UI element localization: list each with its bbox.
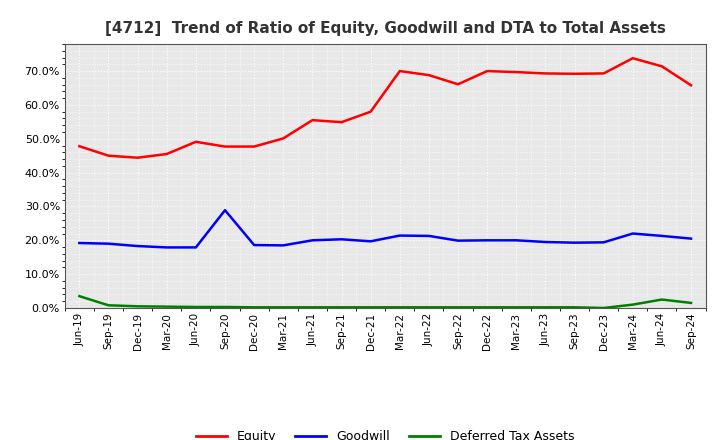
Goodwill <box>220 208 229 213</box>
Goodwill <box>250 242 258 248</box>
Goodwill <box>599 240 608 245</box>
Equity <box>133 155 142 160</box>
Deferred Tax Assets <box>104 303 113 308</box>
Equity <box>629 55 637 61</box>
Deferred Tax Assets <box>395 304 404 310</box>
Deferred Tax Assets <box>192 304 200 310</box>
Equity <box>541 71 550 76</box>
Equity <box>104 153 113 158</box>
Goodwill <box>104 241 113 246</box>
Deferred Tax Assets <box>425 304 433 310</box>
Goodwill <box>483 238 492 243</box>
Goodwill <box>337 237 346 242</box>
Equity <box>192 139 200 144</box>
Equity <box>483 69 492 74</box>
Deferred Tax Assets <box>337 304 346 310</box>
Deferred Tax Assets <box>366 304 375 310</box>
Deferred Tax Assets <box>75 293 84 299</box>
Equity <box>599 71 608 76</box>
Deferred Tax Assets <box>308 304 317 310</box>
Goodwill <box>570 240 579 246</box>
Line: Goodwill: Goodwill <box>79 210 691 247</box>
Goodwill <box>308 238 317 243</box>
Deferred Tax Assets <box>512 304 521 310</box>
Goodwill <box>75 240 84 246</box>
Goodwill <box>687 236 696 241</box>
Equity <box>308 117 317 123</box>
Deferred Tax Assets <box>657 297 666 302</box>
Legend: Equity, Goodwill, Deferred Tax Assets: Equity, Goodwill, Deferred Tax Assets <box>191 425 580 440</box>
Equity <box>512 70 521 75</box>
Equity <box>657 64 666 69</box>
Deferred Tax Assets <box>220 304 229 310</box>
Goodwill <box>629 231 637 236</box>
Goodwill <box>425 233 433 238</box>
Deferred Tax Assets <box>483 304 492 310</box>
Goodwill <box>366 238 375 244</box>
Goodwill <box>279 243 287 248</box>
Equity <box>570 71 579 77</box>
Equity <box>75 143 84 149</box>
Deferred Tax Assets <box>687 300 696 305</box>
Title: [4712]  Trend of Ratio of Equity, Goodwill and DTA to Total Assets: [4712] Trend of Ratio of Equity, Goodwil… <box>105 21 665 36</box>
Deferred Tax Assets <box>163 304 171 309</box>
Goodwill <box>657 233 666 238</box>
Equity <box>454 82 462 87</box>
Deferred Tax Assets <box>454 304 462 310</box>
Equity <box>279 136 287 141</box>
Equity <box>163 151 171 157</box>
Deferred Tax Assets <box>629 302 637 307</box>
Goodwill <box>454 238 462 243</box>
Goodwill <box>133 243 142 249</box>
Goodwill <box>192 245 200 250</box>
Equity <box>220 144 229 149</box>
Deferred Tax Assets <box>250 304 258 310</box>
Goodwill <box>512 238 521 243</box>
Deferred Tax Assets <box>279 304 287 310</box>
Equity <box>425 73 433 78</box>
Equity <box>687 83 696 88</box>
Goodwill <box>395 233 404 238</box>
Line: Equity: Equity <box>79 58 691 158</box>
Deferred Tax Assets <box>541 304 550 310</box>
Equity <box>366 109 375 114</box>
Deferred Tax Assets <box>133 304 142 309</box>
Equity <box>395 69 404 74</box>
Deferred Tax Assets <box>570 304 579 310</box>
Goodwill <box>541 239 550 245</box>
Line: Deferred Tax Assets: Deferred Tax Assets <box>79 296 691 308</box>
Goodwill <box>163 245 171 250</box>
Equity <box>250 144 258 149</box>
Equity <box>337 120 346 125</box>
Deferred Tax Assets <box>599 305 608 311</box>
